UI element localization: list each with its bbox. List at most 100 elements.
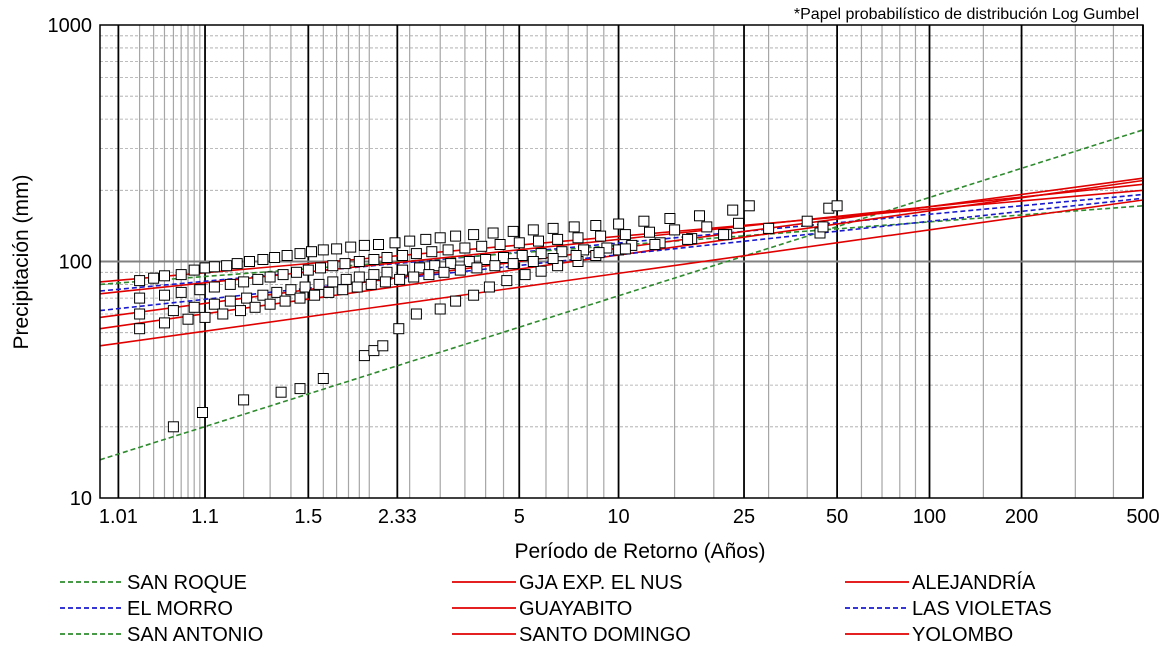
data-point <box>252 273 264 285</box>
data-point <box>368 254 380 265</box>
legend-label: GUAYABITO <box>519 598 632 620</box>
data-point <box>358 239 370 251</box>
data-point <box>224 295 236 307</box>
data-point <box>801 215 813 227</box>
data-point <box>831 200 843 212</box>
data-point <box>408 271 420 283</box>
data-point <box>817 221 829 233</box>
data-point <box>552 233 564 245</box>
data-point <box>613 218 625 230</box>
data-point <box>188 264 200 276</box>
data-point <box>197 407 208 418</box>
data-point <box>434 232 446 244</box>
data-point <box>294 383 306 395</box>
data-point <box>450 295 462 307</box>
data-point <box>701 221 713 233</box>
data-point <box>317 244 329 256</box>
legend: SAN ROQUE EL MORRO SAN ANTONIO GJA EXP. EL … <box>60 571 1052 645</box>
legend-label: SAN ROQUE <box>127 572 247 594</box>
x-tick-label: 2.33 <box>378 506 417 528</box>
data-point <box>306 246 317 258</box>
data-point <box>238 276 250 288</box>
data-point <box>381 252 393 263</box>
data-point <box>208 261 220 273</box>
data-point <box>468 229 480 241</box>
series-line <box>99 193 1144 292</box>
legend-label: GJA EXP. EL NUS <box>519 572 682 594</box>
data-point <box>339 258 351 270</box>
data-point <box>340 273 352 285</box>
data-point <box>134 308 146 320</box>
data-point <box>527 256 539 267</box>
data-point <box>471 262 483 274</box>
x-tick-labels: 1.01 1.1 1.5 2.33 5 10 25 50 100 200 500 <box>99 506 1160 528</box>
series-line <box>99 199 1144 347</box>
data-point <box>244 256 255 267</box>
x-tick-label: 10 <box>607 506 629 528</box>
data-point <box>159 270 170 282</box>
data-point <box>285 284 297 296</box>
data-point <box>199 262 211 274</box>
data-point <box>649 239 661 250</box>
data-point <box>299 281 311 293</box>
data-point <box>257 289 269 301</box>
data-point <box>235 305 246 317</box>
data-point <box>381 266 393 278</box>
data-point <box>445 258 457 270</box>
series-line <box>99 129 1144 461</box>
data-point <box>377 340 389 352</box>
data-point <box>423 269 435 281</box>
data-point <box>694 210 705 222</box>
observed-points <box>134 200 843 433</box>
data-point <box>159 317 170 329</box>
y-tick-label: 1000 <box>48 15 93 37</box>
data-point <box>175 286 187 298</box>
data-point <box>379 276 391 288</box>
data-point <box>434 303 446 315</box>
data-point <box>489 260 501 272</box>
x-tick-label: 25 <box>733 506 755 528</box>
data-point <box>167 421 179 433</box>
x-tick-label: 500 <box>1126 506 1159 528</box>
data-point <box>501 275 513 287</box>
data-point <box>578 244 590 256</box>
data-point <box>231 258 243 270</box>
legend-label: SAN ANTONIO <box>127 624 263 645</box>
data-point <box>351 281 363 293</box>
data-point <box>619 229 631 241</box>
data-point <box>638 215 650 227</box>
x-tick-label: 1.01 <box>99 506 138 528</box>
data-point <box>494 239 506 250</box>
data-point <box>763 222 775 234</box>
x-tick-label: 200 <box>1005 506 1038 528</box>
data-point <box>454 264 466 276</box>
data-point <box>669 224 681 236</box>
data-point <box>547 253 559 264</box>
data-point <box>568 221 580 233</box>
x-tick-label: 1.5 <box>294 506 322 528</box>
data-point <box>397 250 409 261</box>
x-tick-label: 100 <box>913 506 946 528</box>
data-point <box>507 225 519 237</box>
data-point <box>269 252 281 263</box>
legend-label: SANTO DOMINGO <box>519 624 691 645</box>
data-point <box>323 286 335 298</box>
data-point <box>182 313 194 325</box>
data-point <box>134 292 146 304</box>
data-point <box>595 230 607 242</box>
data-point <box>507 258 519 270</box>
data-point <box>533 235 544 247</box>
chart-note: *Papel probabilístico de distribución Lo… <box>794 6 1139 23</box>
data-point <box>420 233 432 245</box>
data-point <box>224 278 236 290</box>
data-point <box>463 256 475 267</box>
data-point <box>353 271 365 283</box>
y-tick-labels: 10 100 1000 <box>48 15 93 510</box>
data-point <box>365 278 377 290</box>
data-point <box>397 264 409 276</box>
data-point <box>327 260 339 272</box>
data-point <box>238 394 250 406</box>
data-point <box>208 281 220 293</box>
data-point <box>572 232 584 244</box>
